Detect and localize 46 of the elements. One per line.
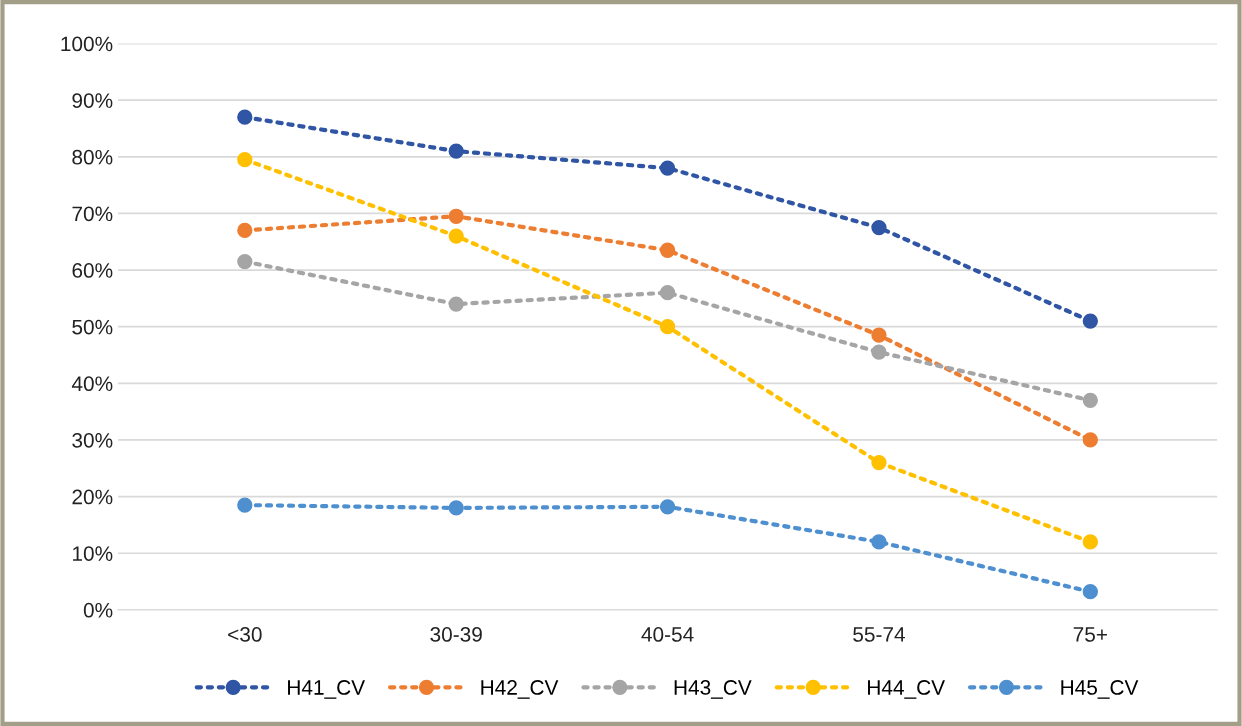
x-tick-label: 75+ [1073, 627, 1107, 642]
point [659, 242, 676, 258]
point [1082, 392, 1098, 408]
y-tick-label: 80% [72, 149, 113, 165]
y-tick-label: 20% [72, 489, 113, 505]
point [1082, 432, 1098, 448]
point [1082, 584, 1098, 600]
x-tick-label: 55-74 [853, 627, 905, 642]
point [871, 344, 887, 360]
x-tick-label: 40-54 [641, 627, 694, 642]
legend-label: H44_CV [868, 680, 945, 699]
legend-label: H45_CV [1061, 680, 1139, 699]
point [659, 160, 676, 176]
point [1082, 534, 1098, 550]
point [237, 497, 253, 513]
point [237, 109, 253, 125]
y-tick-label: 70% [72, 206, 113, 222]
y-tick-label: 0% [83, 602, 113, 618]
point [237, 222, 253, 239]
point [448, 143, 464, 159]
point [871, 454, 887, 471]
y-tick-label: 40% [71, 376, 113, 392]
point [871, 327, 887, 343]
point [659, 319, 676, 335]
point [659, 285, 676, 301]
y-tick-label: 30% [72, 432, 113, 448]
legend-label: H41_CV [288, 680, 365, 699]
point [448, 208, 464, 224]
x-tick-label: 30-39 [430, 627, 482, 642]
point [659, 499, 676, 515]
point [237, 253, 253, 270]
y-tick-label: 50% [72, 319, 113, 335]
point [1082, 313, 1098, 329]
x-tick-label: <30 [228, 627, 262, 642]
y-tick-label: 10% [73, 546, 113, 561]
legend-label: H43_CV [674, 680, 752, 699]
y-tick-label: 60% [72, 263, 113, 278]
y-tick-label: 90% [72, 93, 113, 108]
point [448, 228, 464, 244]
point [871, 534, 887, 550]
legend-label: H42_CV [481, 680, 559, 699]
point [448, 296, 464, 312]
point [871, 219, 887, 236]
point [448, 500, 464, 516]
y-tick-label: 100% [61, 36, 113, 52]
point [237, 152, 253, 168]
